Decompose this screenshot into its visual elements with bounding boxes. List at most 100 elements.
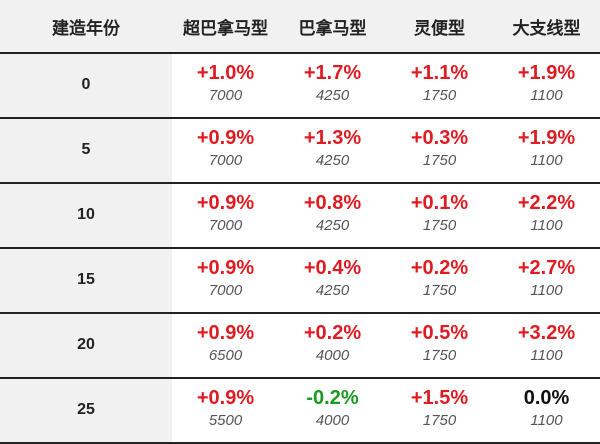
value-cell: 1100 <box>493 411 600 444</box>
table-row-pct: 0 +1.0% +1.7% +1.1% +1.9% <box>0 53 600 119</box>
value-cell: 5500 <box>172 411 279 444</box>
value-text: 4250 <box>315 282 350 299</box>
change-percent: +0.9% <box>196 192 255 214</box>
value-text: 1100 <box>530 282 563 299</box>
change-cell: +0.5% <box>386 313 493 346</box>
value-text: 4000 <box>315 347 350 364</box>
change-cell: +0.9% <box>172 118 279 151</box>
value-text: 1750 <box>422 282 457 299</box>
change-percent: +0.9% <box>196 127 255 149</box>
change-percent: +0.2% <box>410 257 469 279</box>
value-cell: 4000 <box>279 411 386 444</box>
value-text: 1750 <box>422 87 457 104</box>
value-cell: 4250 <box>279 281 386 314</box>
value-text: 1100 <box>530 87 563 104</box>
value-text: 6500 <box>208 347 243 364</box>
change-cell: +2.2% <box>493 183 600 216</box>
header-row: 建造年份 超巴拿马型 巴拿马型 灵便型 大支线型 <box>0 0 600 54</box>
build-year-cell: 0 <box>0 53 172 119</box>
header-feedermax: 大支线型 <box>493 0 600 54</box>
value-cell: 7000 <box>172 151 279 184</box>
value-text: 7000 <box>208 282 243 299</box>
value-cell: 4250 <box>279 86 386 119</box>
value-text: 4250 <box>315 152 350 169</box>
table-row-value: 7000 4250 1750 1100 <box>0 86 600 119</box>
change-cell: +1.9% <box>493 53 600 86</box>
change-cell: +0.1% <box>386 183 493 216</box>
value-cell: 7000 <box>172 281 279 314</box>
change-percent: +0.1% <box>410 192 469 214</box>
value-cell: 7000 <box>172 216 279 249</box>
value-text: 5500 <box>208 412 243 429</box>
table-row-value: 7000 4250 1750 1100 <box>0 216 600 249</box>
table-row-pct: 25 +0.9% -0.2% +1.5% 0.0% <box>0 378 600 444</box>
build-year-cell: 5 <box>0 118 172 184</box>
value-text: 4250 <box>315 217 350 234</box>
value-cell: 1750 <box>386 281 493 314</box>
change-cell: +0.2% <box>279 313 386 346</box>
change-percent: +0.3% <box>410 127 469 149</box>
value-cell: 1750 <box>386 216 493 249</box>
value-cell: 1750 <box>386 86 493 119</box>
value-cell: 6500 <box>172 346 279 379</box>
build-year-cell: 10 <box>0 183 172 249</box>
change-cell: +0.9% <box>172 248 279 281</box>
change-percent: +0.2% <box>303 322 362 344</box>
value-text: 1750 <box>422 412 457 429</box>
change-cell: +2.7% <box>493 248 600 281</box>
header-panamax: 巴拿马型 <box>279 0 386 54</box>
change-cell: +1.5% <box>386 378 493 411</box>
change-percent: +0.9% <box>196 387 255 409</box>
change-percent: 0.0% <box>523 387 570 409</box>
change-percent: +0.9% <box>196 322 255 344</box>
change-percent: +1.5% <box>410 387 469 409</box>
change-cell: +0.3% <box>386 118 493 151</box>
change-percent: +0.5% <box>410 322 469 344</box>
value-cell: 4250 <box>279 216 386 249</box>
change-percent: +1.7% <box>303 62 362 84</box>
build-year-cell: 25 <box>0 378 172 444</box>
change-cell: -0.2% <box>279 378 386 411</box>
value-text: 7000 <box>208 152 243 169</box>
change-cell: +0.9% <box>172 183 279 216</box>
value-cell: 1100 <box>493 281 600 314</box>
value-text: 1750 <box>422 347 457 364</box>
table-row-pct: 10 +0.9% +0.8% +0.1% +2.2% <box>0 183 600 249</box>
header-post-panamax: 超巴拿马型 <box>172 0 279 54</box>
change-cell: 0.0% <box>493 378 600 411</box>
value-text: 1100 <box>530 152 563 169</box>
change-cell: +0.2% <box>386 248 493 281</box>
value-cell: 4000 <box>279 346 386 379</box>
table-row-pct: 5 +0.9% +1.3% +0.3% +1.9% <box>0 118 600 184</box>
change-cell: +1.3% <box>279 118 386 151</box>
table-row-value: 6500 4000 1750 1100 <box>0 346 600 379</box>
value-cell: 1100 <box>493 86 600 119</box>
change-percent: -0.2% <box>306 387 359 409</box>
change-cell: +1.1% <box>386 53 493 86</box>
change-cell: +0.9% <box>172 313 279 346</box>
change-cell: +1.9% <box>493 118 600 151</box>
change-percent: +2.2% <box>517 192 576 214</box>
value-cell: 1750 <box>386 346 493 379</box>
header-build-year: 建造年份 <box>0 0 172 54</box>
change-percent: +1.0% <box>196 62 255 84</box>
change-percent: +1.9% <box>517 127 576 149</box>
table-row-value: 7000 4250 1750 1100 <box>0 281 600 314</box>
table-row-pct: 20 +0.9% +0.2% +0.5% +3.2% <box>0 313 600 379</box>
change-percent: +1.1% <box>410 62 469 84</box>
change-percent: +3.2% <box>517 322 576 344</box>
change-cell: +1.7% <box>279 53 386 86</box>
change-cell: +1.0% <box>172 53 279 86</box>
change-cell: +3.2% <box>493 313 600 346</box>
value-text: 7000 <box>208 217 243 234</box>
change-percent: +2.7% <box>517 257 576 279</box>
value-cell: 7000 <box>172 86 279 119</box>
value-cell: 1100 <box>493 151 600 184</box>
build-year-cell: 20 <box>0 313 172 379</box>
value-cell: 1750 <box>386 151 493 184</box>
value-text: 4000 <box>315 412 350 429</box>
change-cell: +0.9% <box>172 378 279 411</box>
table-row-value: 7000 4250 1750 1100 <box>0 151 600 184</box>
value-text: 1100 <box>530 412 563 429</box>
